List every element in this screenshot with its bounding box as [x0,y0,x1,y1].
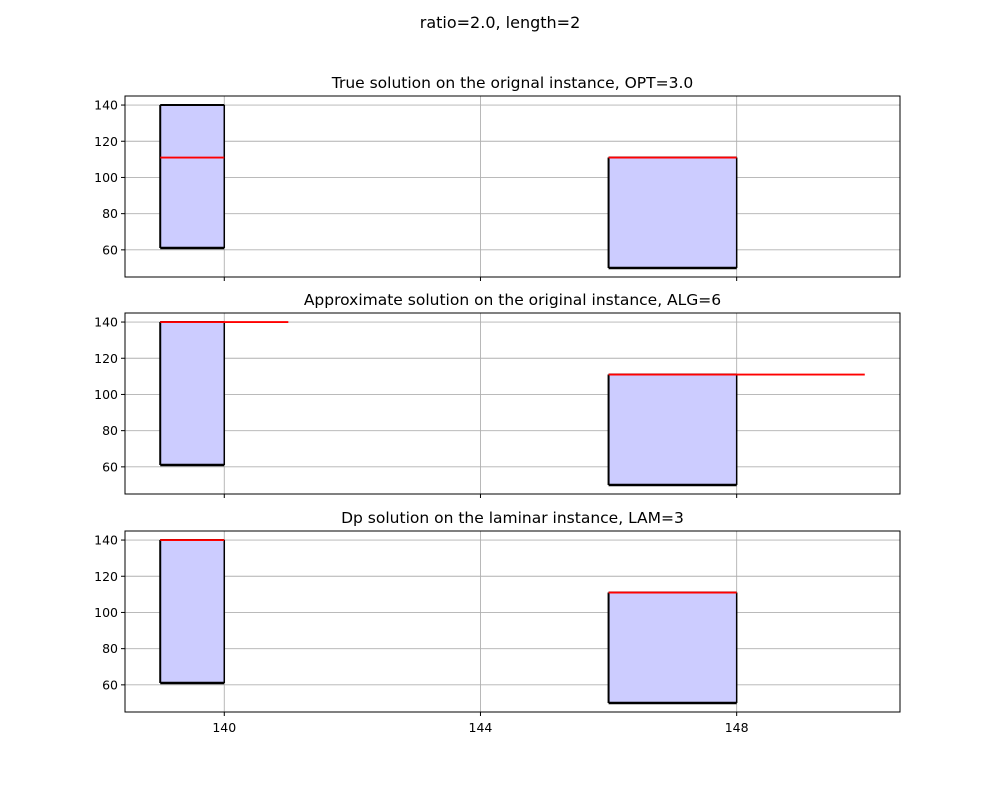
panel-title: Dp solution on the laminar instance, LAM… [341,509,684,527]
box-fill [160,105,225,249]
y-tick-label: 100 [94,387,118,402]
y-tick-label: 100 [94,605,118,620]
y-tick-label: 120 [94,134,118,149]
box-fill [160,540,225,684]
box-fill [608,157,737,268]
y-tick-label: 100 [94,170,118,185]
panel-title: True solution on the orignal instance, O… [331,74,693,92]
panel-2: Approximate solution on the original ins… [94,291,901,498]
axes-frame [124,312,901,495]
figure-suptitle: ratio=2.0, length=2 [420,13,581,32]
x-tick-label: 140 [212,720,236,735]
y-tick-label: 140 [94,98,118,113]
box-fill [608,592,737,703]
y-tick-label: 120 [94,569,118,584]
y-tick-label: 140 [94,315,118,330]
x-tick-label: 148 [725,720,749,735]
y-tick-label: 80 [102,206,118,221]
y-tick-label: 120 [94,351,118,366]
x-tick-label: 144 [469,720,493,735]
panel-1: True solution on the orignal instance, O… [94,74,901,281]
plot-area [125,313,900,494]
y-tick-label: 60 [102,459,118,474]
y-tick-label: 60 [102,677,118,692]
box-fill [160,322,225,466]
box-fill [608,374,737,485]
axes-frame [124,530,901,713]
y-tick-label: 80 [102,423,118,438]
plot-area [125,531,900,712]
y-tick-label: 60 [102,242,118,257]
plot-area [125,96,900,277]
axes-frame [124,95,901,278]
panel-title: Approximate solution on the original ins… [304,291,721,309]
y-tick-label: 80 [102,641,118,656]
panel-3: Dp solution on the laminar instance, LAM… [94,509,901,735]
y-tick-label: 140 [94,533,118,548]
